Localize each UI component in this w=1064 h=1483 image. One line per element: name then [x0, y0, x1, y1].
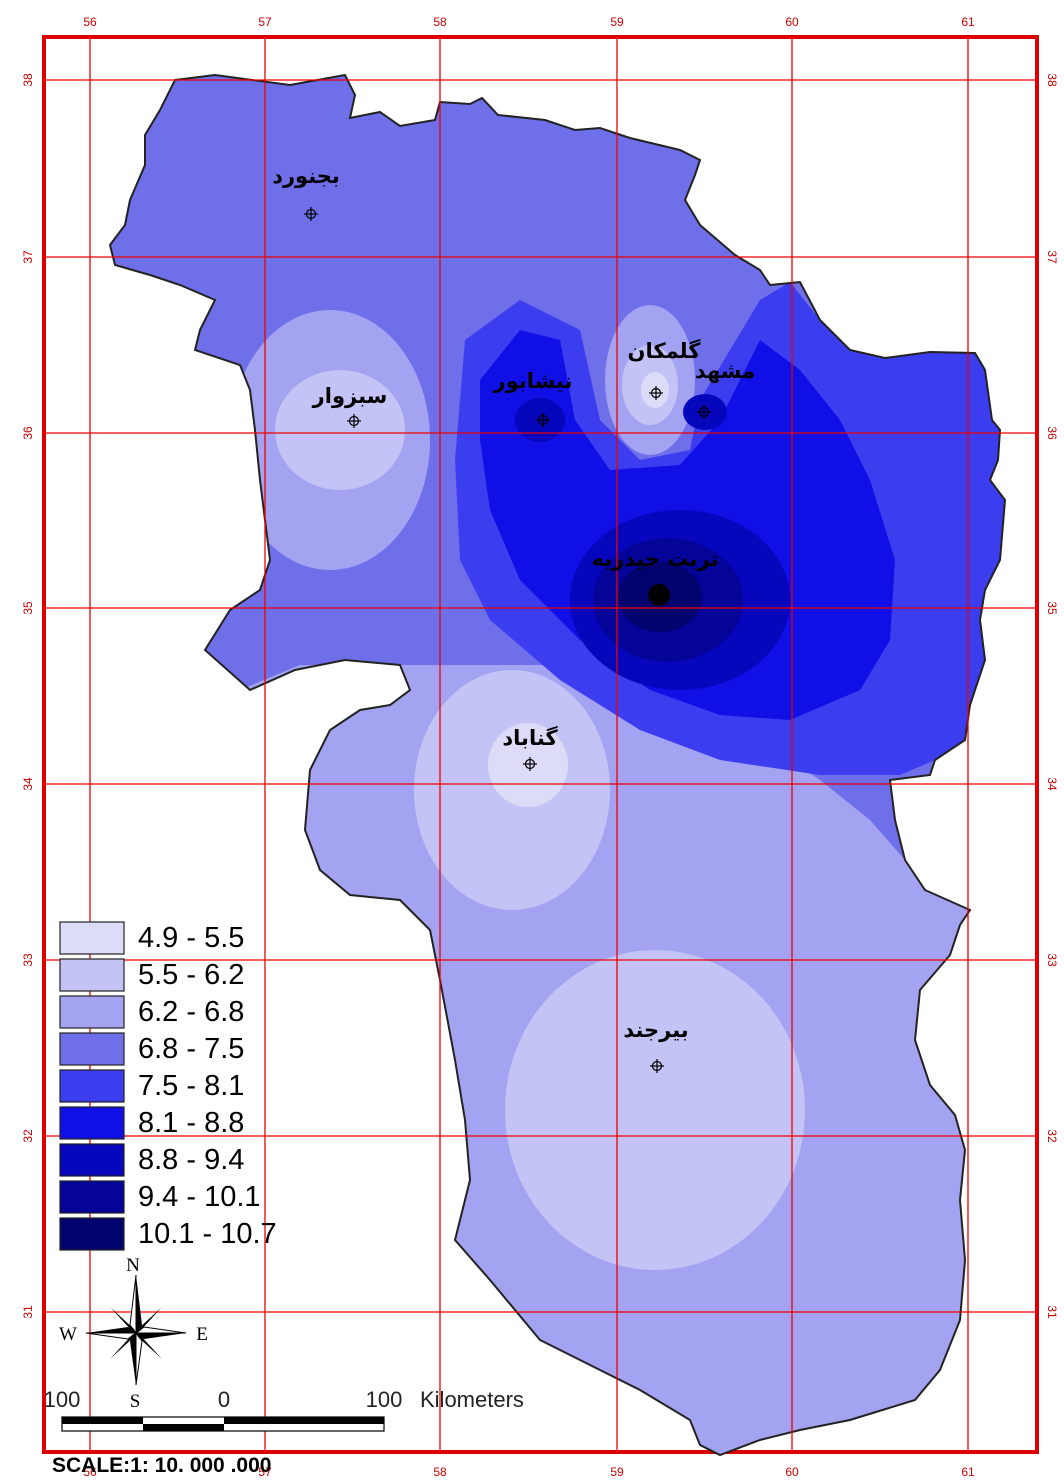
city-labels: بجنورد سبزوار نیشابور گلمکان مشهد تربت ح…: [272, 164, 755, 1042]
city-marker-icon: [304, 207, 318, 221]
legend-swatch: [59, 1217, 125, 1251]
legend-label: 5.5 - 6.2: [138, 959, 244, 991]
lon-label-bottom: 60: [785, 1465, 799, 1479]
lat-label-left: 31: [21, 1305, 35, 1319]
zone-5.5-6.2: [505, 950, 805, 1270]
scale-bar-left-label: 100: [44, 1387, 81, 1412]
city-label-neyshabur: نیشابور: [493, 369, 573, 393]
legend-swatch: [59, 1069, 125, 1103]
legend-swatch: [59, 958, 125, 992]
lat-label-left: 34: [21, 777, 35, 791]
legend-swatch: [59, 1106, 125, 1140]
lon-label-top: 57: [258, 15, 272, 29]
scale-caption: SCALE:1: 10. 000 .000: [52, 1454, 271, 1477]
city-label-golmakan: گلمکان: [628, 338, 702, 363]
torbat-dot-icon: [648, 584, 670, 606]
city-marker-icon: [536, 413, 550, 427]
lat-label-right: 34: [1045, 777, 1059, 791]
city-marker-icon: [649, 386, 663, 400]
legend-swatch: [59, 995, 125, 1029]
legend-label: 6.8 - 7.5: [138, 1033, 244, 1065]
compass-n: N: [126, 1255, 140, 1276]
latitude-labels-left: 38 37 36 35 34 33 32 31: [21, 73, 35, 1319]
lat-label-right: 37: [1045, 250, 1059, 264]
lat-label-left: 32: [21, 1129, 35, 1143]
lon-label-top: 59: [610, 15, 624, 29]
lat-label-left: 33: [21, 953, 35, 967]
city-markers: [304, 207, 711, 1073]
lat-label-right: 38: [1045, 73, 1059, 87]
compass-w: W: [59, 1324, 77, 1345]
coordinate-grid: [44, 37, 1037, 1452]
city-marker-icon: [697, 405, 711, 419]
legend-label: 4.9 - 5.5: [138, 922, 244, 954]
legend-label: 10.1 - 10.7: [138, 1218, 277, 1250]
lat-label-right: 31: [1045, 1305, 1059, 1319]
city-label-sabzevar: سبزوار: [312, 384, 388, 408]
zone-4.9-5.5: [641, 372, 669, 408]
city-label-gonabad: گناباد: [502, 725, 558, 750]
lat-label-right: 33: [1045, 953, 1059, 967]
lat-label-left: 35: [21, 601, 35, 615]
scale-bar-unit-label: Kilometers: [420, 1387, 524, 1412]
lat-label-left: 37: [21, 250, 35, 264]
lat-label-left: 36: [21, 426, 35, 440]
city-label-torbat: تربت حیدریه: [592, 547, 719, 571]
legend-label: 6.2 - 6.8: [138, 996, 244, 1028]
latitude-labels-right: 38 37 36 35 34 33 32 31: [1045, 73, 1059, 1319]
city-label-bojnurd: بجنورد: [272, 164, 340, 188]
lon-label-top: 61: [961, 15, 975, 29]
map-frame: [42, 35, 1039, 1454]
compass-s: S: [130, 1391, 141, 1412]
legend-label: 9.4 - 10.1: [138, 1181, 261, 1213]
zone-4.9-5.5: [275, 370, 405, 490]
lon-label-bottom: 58: [433, 1465, 447, 1479]
lat-label-right: 35: [1045, 601, 1059, 615]
lon-label-bottom: 61: [961, 1465, 975, 1479]
legend-swatch: [59, 1143, 125, 1177]
lat-label-right: 32: [1045, 1129, 1059, 1143]
zone-4.9-5.5: [488, 723, 568, 807]
legend-label: 7.5 - 8.1: [138, 1070, 244, 1102]
lon-label-top: 60: [785, 15, 799, 29]
compass-e: E: [196, 1324, 208, 1345]
scale-bar-zero-label: 0: [218, 1387, 230, 1412]
lon-label-bottom: 57: [258, 1465, 272, 1479]
lon-label-top: 58: [433, 15, 447, 29]
legend: 4.9 - 5.5 5.5 - 6.2 6.2 - 6.8 6.8 - 7.5 7.5 …: [59, 921, 277, 1251]
lon-label-bottom: 59: [610, 1465, 624, 1479]
city-label-mashhad: مشهد: [695, 359, 755, 383]
longitude-labels-bottom: 56 57 58 59 60 61: [83, 1465, 975, 1479]
legend-swatch: [59, 1180, 125, 1214]
lon-label-bottom: 56: [83, 1465, 97, 1479]
lat-label-left: 38: [21, 73, 35, 87]
longitude-labels-top: 56 57 58 59 60 61: [83, 15, 975, 29]
legend-swatch: [59, 1032, 125, 1066]
city-marker-icon: [650, 1059, 664, 1073]
legend-label: 8.1 - 8.8: [138, 1107, 244, 1139]
city-marker-icon: [347, 414, 361, 428]
compass-rose-icon: N S E W: [59, 1255, 208, 1412]
city-label-birjand: بیرجند: [623, 1018, 688, 1042]
scale-bar: 100 0 100 Kilometers: [44, 1387, 524, 1432]
city-marker-icon: [523, 757, 537, 771]
legend-swatch: [59, 921, 125, 955]
lon-label-top: 56: [83, 15, 97, 29]
lat-label-right: 36: [1045, 426, 1059, 440]
legend-label: 8.8 - 9.4: [138, 1144, 244, 1176]
scale-bar-right-label: 100: [366, 1387, 403, 1412]
